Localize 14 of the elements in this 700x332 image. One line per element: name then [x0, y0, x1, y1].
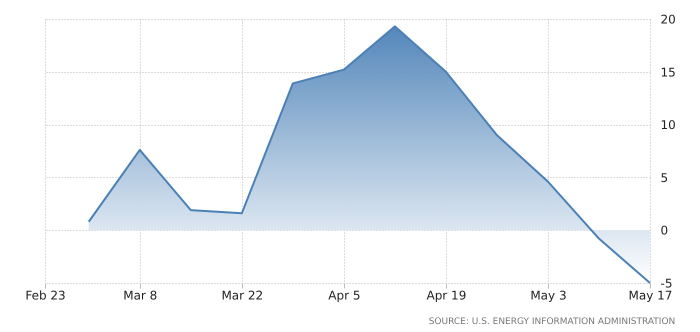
y-tick-label: 20: [660, 12, 676, 26]
y-tick-label: 10: [660, 118, 676, 132]
y-tick-label: 5: [660, 170, 668, 185]
y-tick-label: 0: [660, 224, 668, 238]
x-tick-label: Apr 5: [328, 288, 360, 302]
y-tick-label: 15: [660, 65, 676, 80]
y-tick-label: -5: [660, 276, 672, 290]
x-tick-label: May 3: [530, 288, 567, 302]
x-tick-label: Mar 8: [123, 288, 158, 302]
x-tick-label: Mar 22: [221, 288, 264, 302]
x-tick-label: Feb 23: [25, 288, 66, 302]
x-tick-label: May 17: [628, 288, 672, 302]
source-note: SOURCE: U.S. ENERGY INFORMATION ADMINISTRATION: [428, 317, 676, 327]
x-tick-label: Apr 19: [426, 288, 466, 302]
